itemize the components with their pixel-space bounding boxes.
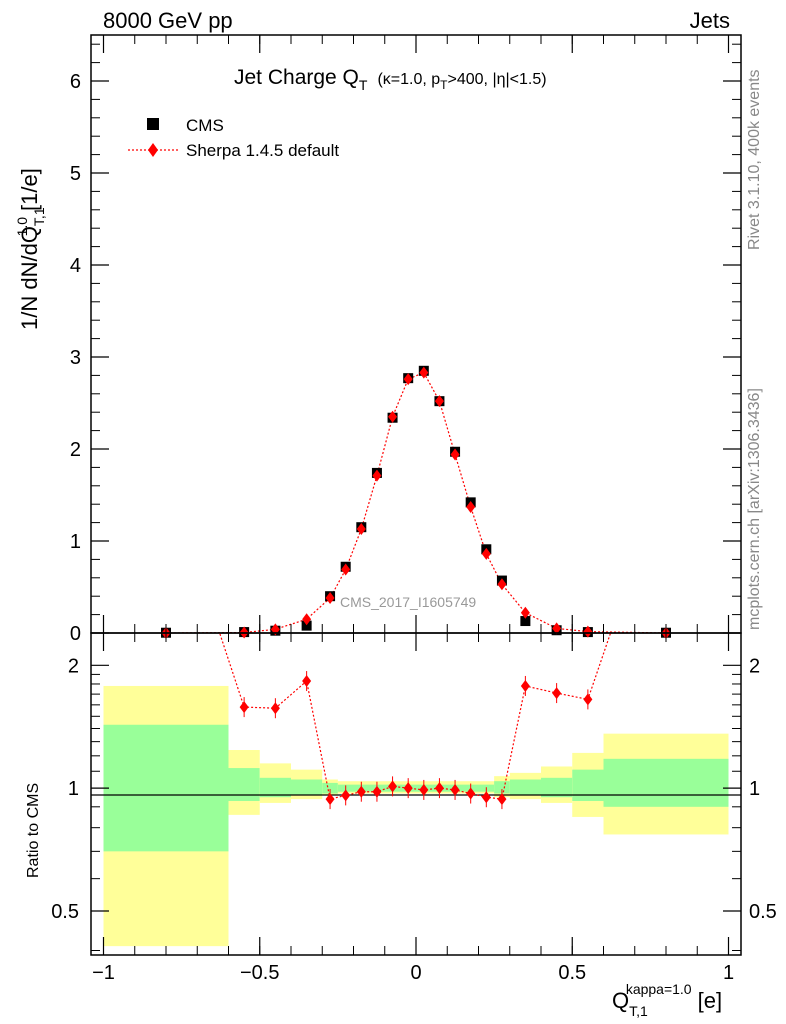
mc-point-8	[388, 410, 398, 423]
ratio-point-10	[419, 783, 429, 796]
legend-cms-label: CMS	[186, 116, 224, 135]
ratio-ytick-label-left-0: 0.5	[51, 901, 79, 923]
main-ytick-label-2: 2	[70, 439, 81, 461]
ratio-point-14	[481, 791, 491, 804]
mc-point-18	[583, 625, 593, 638]
ratio-point-17	[552, 687, 562, 700]
ratio-point-2	[270, 702, 280, 715]
ratio-xtick-label-1: −0.5	[240, 962, 279, 984]
mc-point-7	[372, 469, 382, 482]
ratio-xlabel: QT,1 kappa=1.0 [e]	[612, 981, 722, 1019]
ratio-point-15	[497, 793, 507, 806]
ratio-xlabel-sub: T,1	[629, 1003, 648, 1019]
main-axis-ticks: 0 1 2 3 4 5 6	[70, 35, 741, 645]
ratio-xlabel-text: Q	[612, 988, 629, 1013]
ratio-xlabel-unit: [e]	[698, 988, 722, 1013]
legend: CMS Sherpa 1.4.5 default	[128, 116, 339, 160]
band-inner-9	[572, 769, 604, 801]
ratio-point-4	[325, 793, 335, 806]
band-inner-7	[509, 779, 541, 796]
ratio-point-3	[302, 675, 312, 688]
mc-point-12	[450, 448, 460, 461]
ratio-xtick-label-2: 0	[410, 962, 421, 984]
ratio-mc-line	[219, 633, 612, 800]
mc-point-3	[302, 613, 312, 626]
band-inner-4	[322, 782, 338, 794]
legend-cms-marker	[147, 118, 159, 130]
main-ylabel: 1/N dN/dQT,11.0 [1/e]	[14, 168, 47, 330]
ratio-ylabel: Ratio to CMS	[25, 783, 42, 878]
band-inner-5	[337, 784, 495, 792]
main-ytick-label-3: 3	[70, 347, 81, 369]
band-inner-0	[103, 724, 229, 852]
mc-point-15	[497, 578, 507, 591]
main-title: Jet Charge QT (κ=1.0, pT>400, |η|<1.5)	[234, 66, 547, 93]
band-inner-6	[494, 781, 510, 794]
main-ylabel-text: 1/N dN/dQ	[17, 226, 42, 330]
ratio-xtick-label-4: 1	[723, 962, 734, 984]
ratio-point-7	[372, 785, 382, 798]
band-inner-3	[291, 779, 323, 796]
title-detail-rest-text: >400, |η|<1.5)	[448, 71, 547, 88]
ratio-xtick-label-3: 0.5	[558, 962, 586, 984]
ratio-ytick-label-right-1: 1	[749, 778, 760, 800]
ratio-point-11	[434, 782, 444, 795]
band-inner-8	[541, 777, 573, 798]
title-detail-sub-text: T	[440, 78, 448, 92]
ratio-xtick-label-0: −1	[92, 962, 115, 984]
main-ylabel-unit: [1/e]	[17, 168, 42, 211]
mc-point-4	[325, 592, 335, 605]
band-inner-2	[259, 777, 291, 798]
main-ytick-label-4: 4	[70, 255, 81, 277]
mc-point-13	[466, 500, 476, 513]
ratio-point-6	[356, 785, 366, 798]
main-ytick-label-5: 5	[70, 163, 81, 185]
watermark-label: CMS_2017_I1605749	[340, 594, 476, 610]
ratio-ytick-label-right-0: 0.5	[749, 901, 777, 923]
mc-point-16	[520, 606, 530, 619]
ratio-point-9	[403, 782, 413, 795]
band-inner-1	[228, 768, 260, 801]
mc-point-6	[356, 523, 366, 536]
main-ylabel-sub: T,1	[31, 207, 47, 226]
ratio-uncertainty-bands	[103, 685, 729, 947]
legend-sherpa-label: Sherpa 1.4.5 default	[186, 141, 339, 160]
main-ytick-label-1: 1	[70, 531, 81, 553]
title-sub-text: T	[359, 77, 368, 93]
header-left-label: 8000 GeV pp	[103, 8, 233, 33]
ratio-point-8	[388, 780, 398, 793]
mc-point-9	[403, 373, 413, 386]
main-ytick-label-6: 6	[70, 71, 81, 93]
ratio-point-16	[520, 679, 530, 692]
title-detail-text: (κ=1.0, p	[377, 71, 440, 88]
main-ytick-label-0: 0	[70, 623, 81, 645]
ratio-xlabel-sup: kappa=1.0	[626, 981, 692, 997]
cms-point-3	[301, 620, 312, 631]
ratio-point-5	[341, 789, 351, 802]
ratio-ytick-label-right-2: 2	[749, 655, 760, 677]
legend-sherpa-marker	[148, 143, 158, 157]
ratio-point-12	[450, 783, 460, 796]
mc-point-14	[481, 547, 491, 560]
ratio-point-18	[583, 693, 593, 706]
ratio-ytick-label-left-2: 2	[68, 655, 79, 677]
mc-point-17	[552, 622, 562, 635]
ratio-point-1	[239, 701, 249, 714]
mc-point-10	[419, 366, 429, 379]
cms-point-16	[520, 616, 531, 627]
ratio-point-13	[466, 787, 476, 800]
mc-point-11	[434, 395, 444, 408]
ratio-ytick-label-left-1: 1	[68, 778, 79, 800]
header-right-label: Jets	[689, 8, 730, 33]
title-main-text: Jet Charge Q	[234, 66, 359, 89]
mc-point-5	[341, 563, 351, 576]
ratio-panel: 0.5 0.5 1 1 2 2 −1 −0.5 0 0.5 1 Ratio to CMS QT,1 k…	[25, 632, 777, 1019]
main-ylabel-sup: 1.0	[14, 217, 30, 237]
ratio-plot-marks	[219, 633, 612, 810]
band-inner-10	[603, 758, 729, 807]
ratio-axis-ticks: 0.5 0.5 1 1 2 2 −1 −0.5 0 0.5 1	[51, 633, 777, 984]
mc-line	[165, 371, 667, 634]
